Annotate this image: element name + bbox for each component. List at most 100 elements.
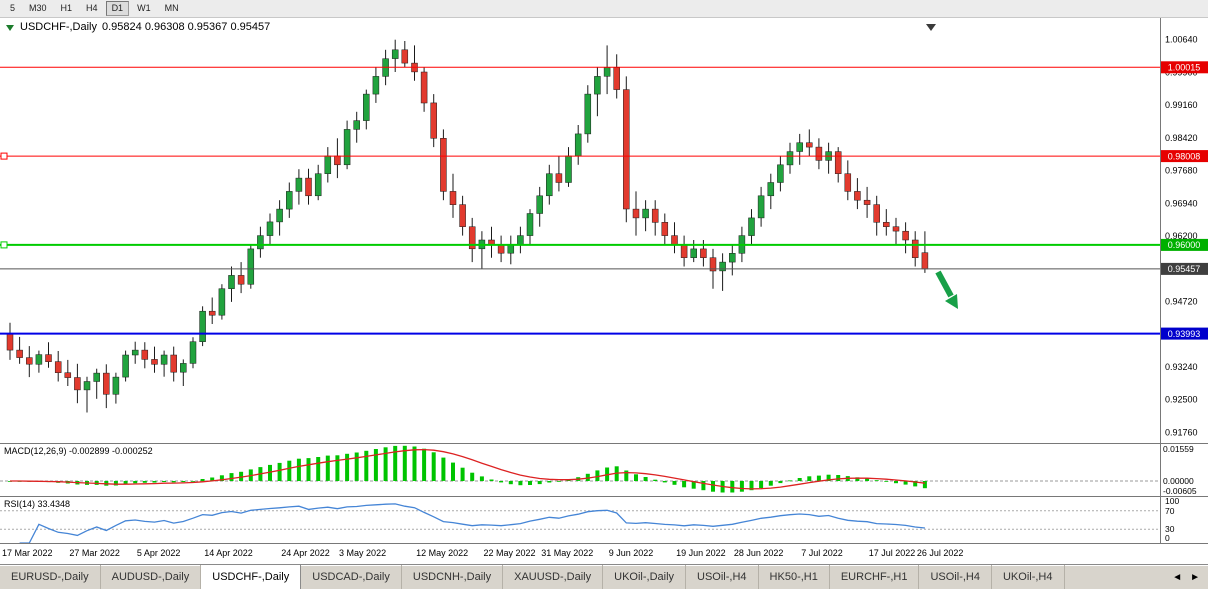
chart-icon: [6, 24, 14, 31]
candle: [420, 67, 428, 112]
svg-text:0.93993: 0.93993: [1168, 329, 1201, 339]
rsi-panel: 100 70 30 0 RSI(14) 33.4348: [0, 496, 1208, 543]
tab-scroll-left-icon[interactable]: ◄: [1172, 571, 1183, 583]
candle: [729, 244, 736, 276]
rsi-axis-label: 70: [1165, 506, 1175, 516]
candle: [642, 200, 649, 232]
candle: [199, 306, 206, 347]
tab-usoil-h4[interactable]: USOil-,H4: [919, 565, 992, 589]
candle: [170, 346, 177, 382]
candle: [623, 76, 630, 223]
candle: [401, 41, 409, 68]
candle: [651, 200, 659, 236]
timeframe-button-mn[interactable]: MN: [159, 1, 185, 16]
candle: [902, 222, 909, 254]
tab-ukoil-h4[interactable]: UKOil-,H4: [992, 565, 1065, 589]
candle: [632, 191, 640, 236]
date-label: 9 Jun 2022: [608, 548, 654, 558]
candle: [64, 359, 72, 386]
candle: [815, 138, 823, 170]
rsi-axis-label: 30: [1165, 524, 1175, 534]
candle: [757, 186, 765, 227]
candle: [141, 342, 149, 369]
date-label: 22 May 2022: [483, 548, 536, 558]
date-label: 12 May 2022: [416, 548, 469, 558]
price-axis-label: 0.94720: [1165, 297, 1198, 307]
timeframe-button-h1[interactable]: H1: [55, 1, 79, 16]
price-axis-label: 0.91760: [1165, 427, 1198, 437]
down-arrow-annotation[interactable]: [935, 270, 958, 309]
candle: [719, 253, 726, 291]
chart-shift-marker[interactable]: [926, 24, 936, 31]
macd-axis-label: 0.00000: [1163, 476, 1194, 486]
rsi-label: RSI(14) 33.4348: [4, 499, 71, 509]
candle: [266, 213, 274, 245]
timeframe-toolbar: 5 M30 H1 H4 D1 W1 MN: [0, 0, 1208, 18]
resistance-line-upper-badge: 1.00015: [1161, 61, 1208, 74]
candle: [440, 129, 447, 201]
candle: [160, 350, 168, 377]
candle: [276, 200, 283, 236]
date-label: 7 Jul 2022: [801, 548, 843, 558]
tab-usdcnh-daily[interactable]: USDCNH-,Daily: [402, 565, 504, 589]
macd-canvas[interactable]: [0, 444, 1208, 496]
candle: [854, 178, 861, 210]
candle: [103, 364, 110, 409]
timeframe-button-d1[interactable]: D1: [105, 1, 130, 16]
candle: [343, 120, 351, 170]
tab-scroll-right-icon[interactable]: ►: [1190, 571, 1200, 583]
date-label: 17 Jul 2022: [868, 548, 916, 558]
tab-audusd-daily[interactable]: AUDUSD-,Daily: [101, 565, 202, 589]
svg-text:0.96000: 0.96000: [1168, 240, 1201, 250]
candle: [237, 262, 245, 294]
candle: [748, 209, 755, 245]
candle: [151, 346, 158, 373]
tab-usdcad-daily[interactable]: USDCAD-,Daily: [301, 565, 402, 589]
candle: [844, 160, 852, 201]
candle: [122, 350, 129, 382]
support-line-green-handle[interactable]: [0, 241, 8, 249]
candle: [180, 359, 187, 386]
tab-usoil-h4[interactable]: USOil-,H4: [686, 565, 759, 589]
rsi-canvas[interactable]: [0, 497, 1208, 543]
support-line-blue-badge: 0.93993: [1161, 327, 1208, 340]
candle: [218, 284, 226, 320]
chart-ohlc-values: 0.95824 0.96308 0.95367 0.95457: [102, 21, 271, 33]
candle: [594, 67, 601, 117]
candle: [305, 168, 312, 205]
current-price-line-badge: 0.95457: [1161, 262, 1208, 275]
resistance-line-lower-handle[interactable]: [0, 152, 8, 160]
macd-axis-label: 0.01559: [1163, 444, 1194, 454]
date-label: 28 Jun 2022: [733, 548, 784, 558]
resistance-line-lower-badge: 0.98008: [1161, 150, 1208, 163]
timeframe-button-w1[interactable]: W1: [131, 1, 157, 16]
price-axis-label: 0.98420: [1165, 133, 1198, 143]
timeframe-button-m30[interactable]: M30: [23, 1, 53, 16]
candle: [786, 142, 794, 174]
macd-panel: 0.01559 0.00000 -0.00605 MACD(12,26,9) -0.…: [0, 443, 1208, 496]
candle: [796, 133, 803, 165]
tab-xauusd-daily[interactable]: XAUUSD-,Daily: [503, 565, 604, 589]
timeframe-button-5[interactable]: 5: [4, 1, 21, 16]
tab-hk50-h1[interactable]: HK50-,H1: [759, 565, 830, 589]
timeframe-button-h4[interactable]: H4: [80, 1, 104, 16]
candle: [247, 244, 255, 289]
candle: [363, 89, 370, 130]
tab-ukoil-daily[interactable]: UKOil-,Daily: [603, 565, 687, 589]
candle: [257, 226, 264, 258]
candle: [584, 85, 592, 143]
candle: [372, 67, 380, 103]
candle: [873, 195, 880, 236]
candle: [353, 111, 360, 143]
svg-text:0.95457: 0.95457: [1168, 264, 1201, 274]
candle: [546, 164, 553, 205]
chart-canvas[interactable]: [0, 18, 1208, 443]
price-axis-label: 1.00640: [1165, 35, 1198, 45]
tab-eurchf-h1[interactable]: EURCHF-,H1: [830, 565, 920, 589]
macd-histogram: [8, 445, 927, 493]
candle: [74, 363, 81, 404]
tab-usdchf-daily[interactable]: USDCHF-,Daily: [201, 565, 302, 589]
candle: [391, 39, 399, 72]
tab-eurusd-daily[interactable]: EURUSD-,Daily: [0, 565, 101, 589]
macd-label: MACD(12,26,9) -0.002899 -0.000252: [4, 446, 153, 456]
